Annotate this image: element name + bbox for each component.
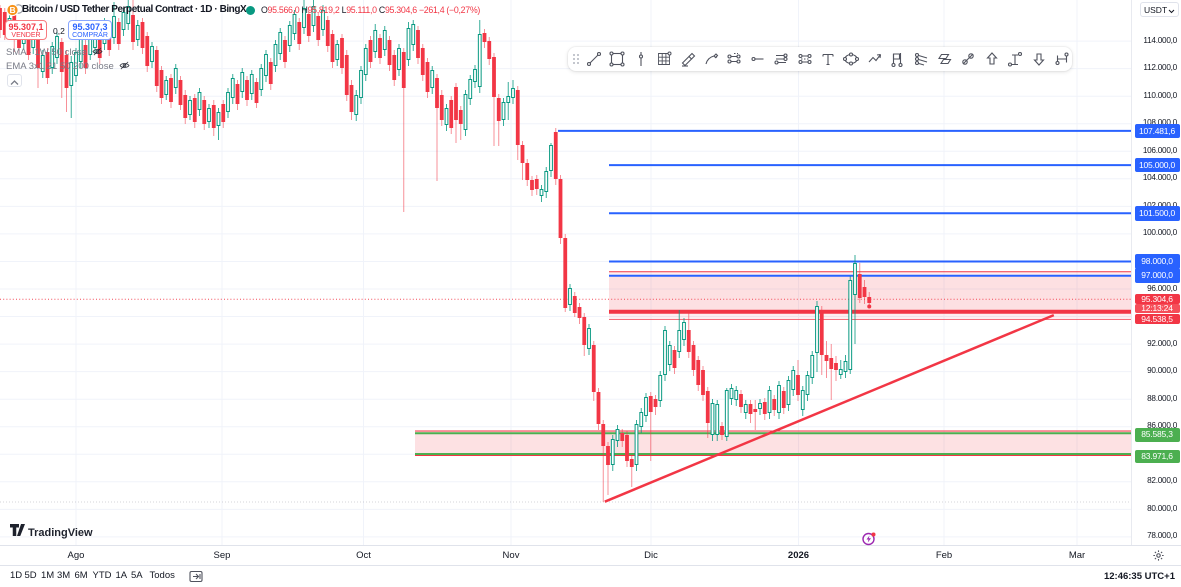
svg-text:TradingView: TradingView bbox=[28, 527, 93, 539]
svg-text:B: B bbox=[10, 5, 16, 15]
